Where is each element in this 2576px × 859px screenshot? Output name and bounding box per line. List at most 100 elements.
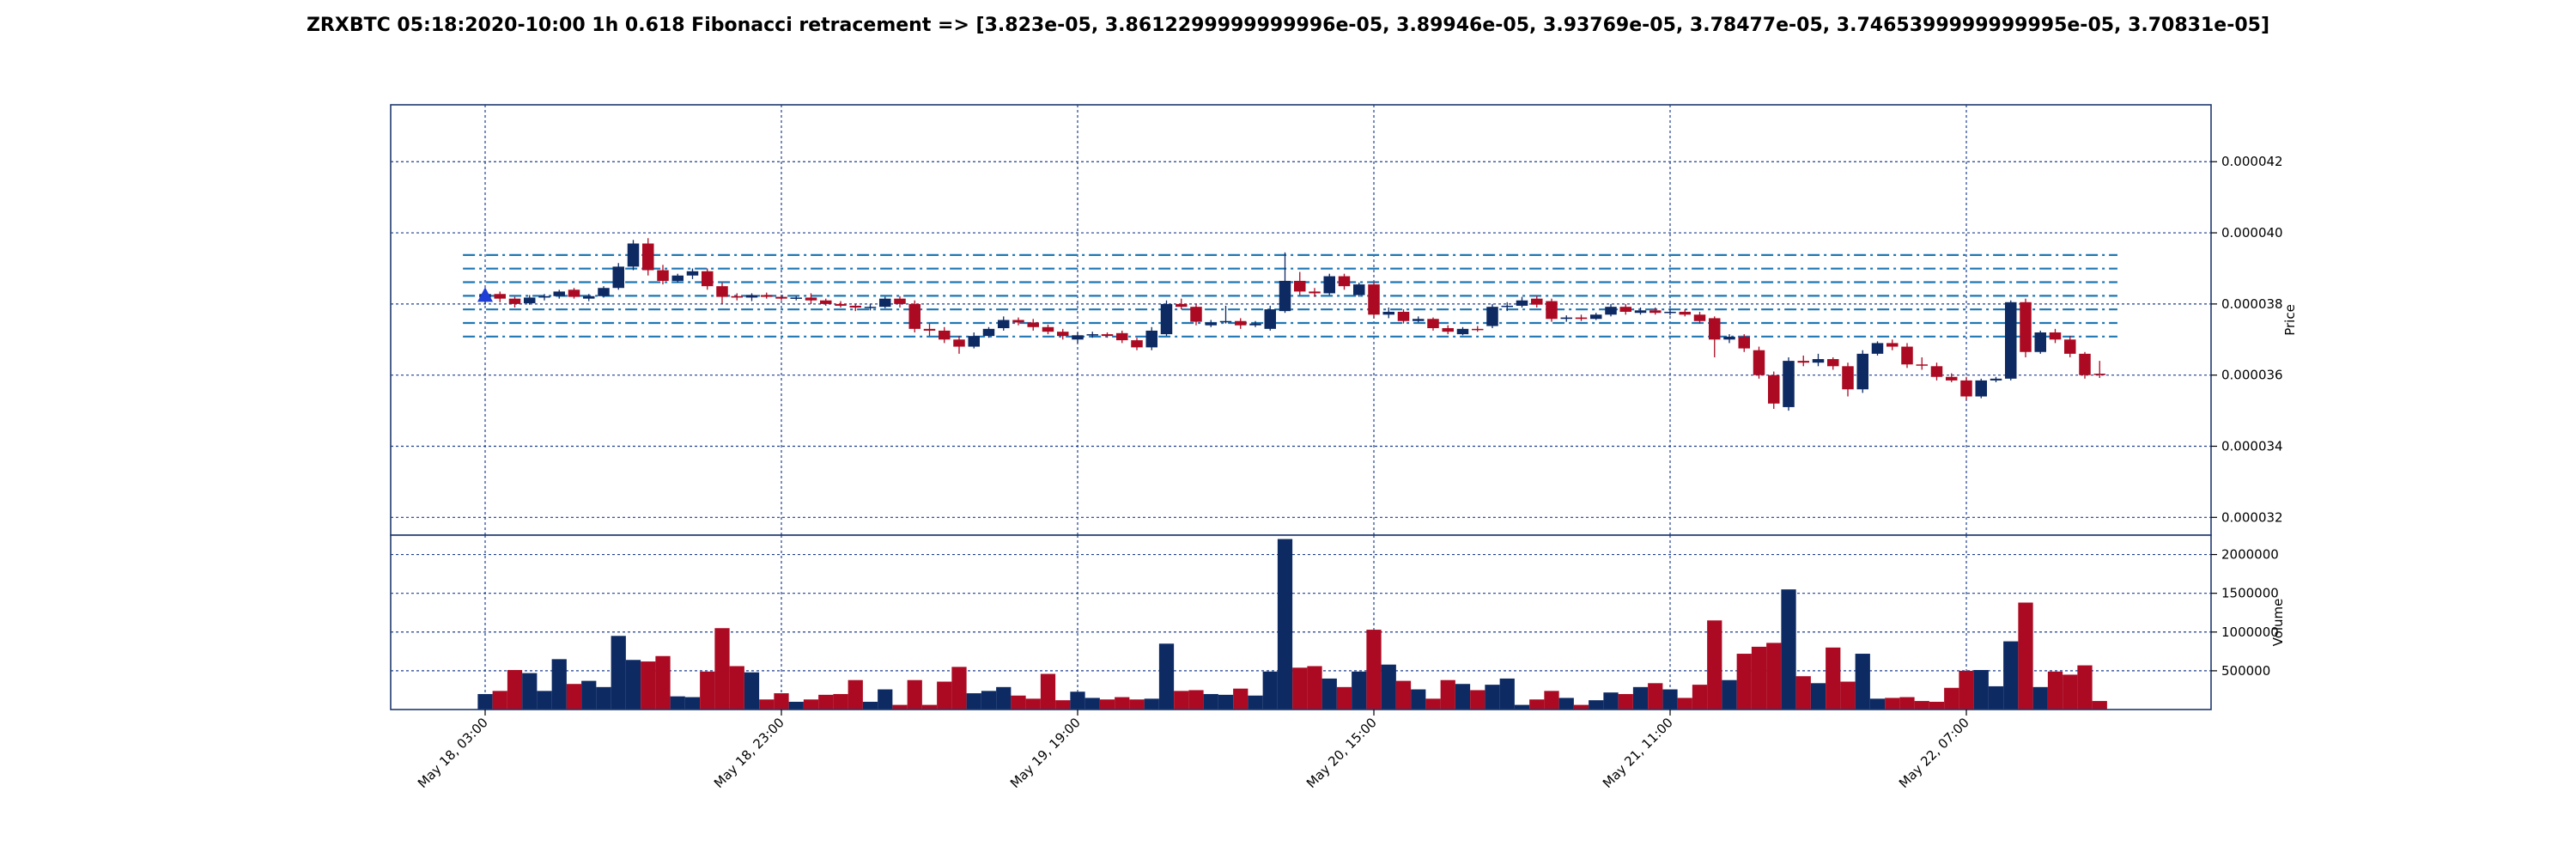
volume-bar	[670, 696, 685, 710]
candle-body	[1027, 322, 1039, 327]
volume-bar	[1277, 539, 1293, 710]
volume-bar	[551, 659, 567, 710]
volume-bar	[507, 669, 523, 710]
candle-body	[1501, 305, 1513, 308]
candle-body	[1205, 322, 1217, 326]
volume-bar	[1914, 701, 1929, 710]
volume-bar	[1899, 697, 1915, 710]
candle-body	[1990, 378, 2002, 381]
candle-body	[1176, 303, 1188, 308]
volume-bar	[566, 684, 582, 710]
volume-bar	[1366, 630, 1382, 710]
price-panel: 0.000032 0.000034 0.000036 0.000038 0.000040…	[390, 104, 2298, 536]
candle-body	[1057, 332, 1069, 337]
volume-bar	[833, 693, 848, 710]
candle-body	[657, 270, 669, 281]
volume-bar	[1233, 688, 1249, 710]
candle-body	[1531, 298, 1543, 305]
volume-bar	[774, 693, 789, 710]
volume-bar	[1352, 671, 1367, 710]
volume-bar	[1736, 654, 1752, 710]
price-tick-label: 0.000034	[2221, 438, 2283, 454]
candle-body	[2005, 302, 2017, 379]
entry-marker-layer	[477, 287, 493, 302]
candle-body	[524, 297, 536, 304]
candle-body	[1516, 300, 1528, 306]
volume-bar	[744, 672, 760, 710]
price-grid	[391, 105, 2211, 535]
candle-body	[1294, 280, 1306, 292]
volume-bar	[1188, 690, 1204, 710]
volume-bar	[1959, 670, 1974, 710]
candle-body	[1486, 307, 1498, 326]
candle-body	[1975, 380, 1987, 397]
candle-body	[1160, 303, 1173, 335]
volume-bar	[1795, 676, 1811, 710]
volume-bar	[1529, 699, 1545, 710]
candle-body	[1264, 309, 1276, 329]
candle-body	[1753, 350, 1765, 375]
candle-body	[2034, 332, 2046, 352]
volume-bar	[1336, 686, 1352, 710]
candle-body	[1338, 276, 1351, 287]
candle-body	[1309, 291, 1321, 294]
volume-bar	[1677, 698, 1692, 710]
candle-body	[686, 271, 699, 276]
volume-bar	[700, 671, 715, 710]
volume-bar	[1840, 681, 1856, 710]
volume-bar	[1292, 667, 1308, 710]
volume-bar	[611, 636, 626, 710]
volume-bar	[818, 694, 834, 710]
chart-title: ZRXBTC 05:18:2020-10:00 1h 0.618 Fibonac…	[307, 15, 2269, 36]
candle-body	[1145, 330, 1157, 348]
candle-body	[1886, 343, 1899, 347]
candle-body	[790, 297, 802, 299]
candle-body	[568, 289, 580, 297]
volume-bar	[1485, 685, 1500, 710]
candle-body	[1709, 318, 1721, 340]
candle-body	[1960, 380, 1972, 397]
price-tick-label: 0.000032	[2221, 509, 2283, 525]
candle-body	[1560, 317, 1572, 320]
candle-body	[1323, 276, 1335, 294]
candle-body	[671, 275, 683, 281]
volume-bar	[684, 697, 701, 710]
candle-body	[1575, 317, 1588, 320]
candle-body	[1072, 335, 1084, 340]
volume-panel-frame	[390, 534, 2212, 710]
candle-body	[1116, 332, 1128, 341]
volume-bar	[1662, 689, 1678, 710]
volume-bar	[1722, 679, 1737, 710]
volume-bar	[1099, 699, 1115, 710]
volume-bar	[1129, 699, 1145, 710]
volume-bar	[1544, 691, 1559, 710]
candle-body	[879, 298, 891, 308]
candle-body	[1190, 307, 1202, 322]
volume-bar	[1144, 698, 1159, 710]
volume-bar	[2032, 686, 2048, 710]
volume-bar	[492, 691, 507, 710]
volume-bar	[1810, 683, 1826, 710]
candle-body	[508, 298, 521, 304]
candle-body	[1768, 375, 1780, 404]
volume-bar	[1115, 697, 1130, 710]
volume-bar	[907, 679, 922, 710]
volume-bar	[522, 673, 538, 710]
volume-bar	[1395, 680, 1412, 710]
volume-tick-label: 1000000	[2221, 624, 2279, 640]
candle-body	[939, 330, 951, 340]
volume-bar	[1307, 666, 1322, 710]
volume-bar	[1425, 698, 1441, 710]
volume-bar	[625, 660, 641, 710]
volume-bar	[1869, 698, 1886, 710]
volume-bar	[1411, 689, 1426, 710]
candle-body	[2049, 332, 2062, 340]
volume-bar	[966, 693, 981, 710]
volume-bar	[596, 686, 611, 710]
candle-body	[1842, 366, 1854, 390]
candle-body	[2079, 353, 2091, 375]
price-axis-label: Price	[2282, 304, 2298, 336]
candle-body	[1456, 328, 1469, 335]
candle-body	[1279, 280, 1291, 312]
candle-body	[2093, 374, 2105, 375]
